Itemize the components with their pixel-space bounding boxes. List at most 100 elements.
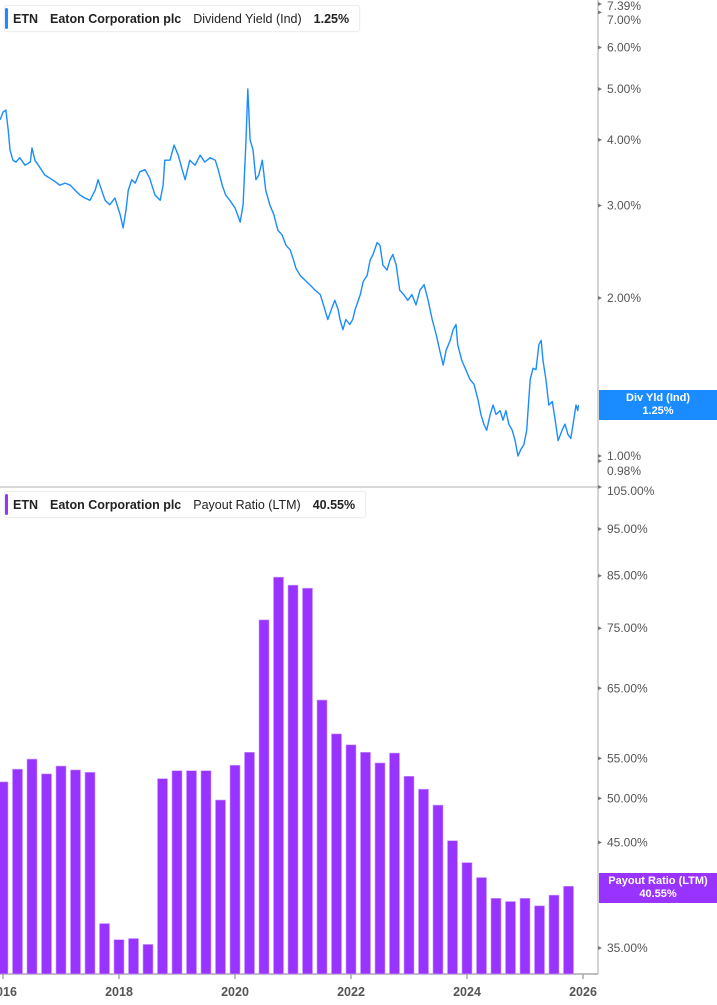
y-tick-label: 5.00% — [607, 82, 641, 96]
y-tick-mark — [598, 626, 602, 631]
payout-legend: ETN Eaton Corporation plc Payout Ratio (… — [4, 491, 367, 518]
y-tick-mark — [598, 2, 602, 6]
y-tick-label: 0.98% — [607, 464, 641, 478]
x-tick-label: 2020 — [221, 985, 249, 999]
x-tick-label: 2024 — [453, 985, 481, 999]
payout-bar — [186, 770, 197, 975]
y-tick-label: 7.00% — [607, 13, 641, 27]
legend-metric: Dividend Yield (Ind) — [193, 11, 302, 26]
y-tick-label: 4.00% — [607, 133, 641, 147]
y-tick-label: 7.39% — [607, 0, 641, 13]
y-tick-mark — [598, 10, 602, 15]
payout-bar — [534, 905, 545, 975]
legend-value: 1.25% — [313, 11, 350, 26]
y-tick-label: 95.00% — [607, 522, 648, 536]
payout-bar — [389, 752, 400, 975]
payout-bar — [70, 769, 81, 975]
legend-value: 40.55% — [312, 497, 356, 512]
y-tick-mark — [598, 840, 602, 845]
y-tick-mark — [598, 454, 602, 458]
payout-bar — [171, 770, 183, 975]
payout-bar — [418, 788, 429, 975]
x-tick-label: 2016 — [0, 985, 17, 999]
y-tick-label: 65.00% — [607, 681, 648, 695]
payout-bar — [548, 894, 560, 975]
y-tick-mark — [598, 203, 602, 208]
y-tick-mark — [598, 295, 602, 300]
payout-bar — [41, 773, 52, 975]
payout-bar — [273, 576, 284, 975]
x-tick-label: 2018 — [105, 985, 133, 999]
payout-bar — [0, 781, 9, 975]
payout-bar — [331, 733, 342, 975]
y-tick-label: 75.00% — [607, 621, 648, 635]
payout-bar — [113, 939, 125, 975]
y-tick-mark — [598, 756, 602, 761]
x-tick-label: 2022 — [337, 985, 365, 999]
payout-bar — [374, 762, 386, 975]
payout-bar — [12, 768, 23, 975]
payout-bar — [99, 923, 110, 975]
legend-company: Eaton Corporation plc — [50, 11, 182, 26]
y-tick-label: 85.00% — [607, 569, 648, 583]
payout-bar — [403, 775, 415, 975]
payout-bar — [157, 778, 168, 975]
y-tick-mark — [598, 459, 602, 463]
payout-bar — [316, 699, 328, 975]
payout-bar — [258, 619, 270, 975]
y-tick-mark — [598, 485, 602, 490]
y-tick-label: 45.00% — [607, 836, 648, 850]
y-tick-mark — [598, 137, 602, 142]
payout-bar — [519, 898, 531, 975]
y-tick-label: 2.00% — [607, 291, 641, 305]
payout-bar — [432, 804, 444, 975]
payout-bar — [84, 772, 96, 975]
yield-price-tag: Div Yld (Ind) 1.25% — [599, 390, 717, 420]
payout-bar — [476, 877, 487, 975]
y-tick-mark — [598, 527, 602, 532]
y-tick-label: 3.00% — [607, 199, 641, 213]
payout-bar — [490, 898, 502, 975]
yield-legend: ETN Eaton Corporation plc Dividend Yield… — [4, 5, 361, 32]
payout-tag-value: 40.55% — [639, 888, 677, 900]
y-tick-label: 55.00% — [607, 751, 648, 765]
y-tick-label: 1.00% — [607, 449, 641, 463]
legend-color-marker — [5, 8, 8, 29]
payout-bar — [215, 799, 226, 975]
payout-bar — [345, 744, 357, 975]
y-tick-mark — [598, 45, 602, 50]
payout-bar — [128, 938, 139, 975]
y-tick-mark — [598, 946, 602, 950]
payout-bar — [461, 862, 473, 975]
y-tick-mark — [598, 573, 602, 578]
payout-bar — [563, 885, 574, 975]
y-tick-label: 105.00% — [607, 484, 655, 498]
x-tick-label: 2026 — [569, 985, 597, 999]
payout-bar — [142, 944, 154, 975]
payout-bar — [505, 901, 516, 975]
legend-ticker: ETN — [13, 11, 38, 26]
legend-color-marker — [5, 494, 8, 515]
payout-tag-label: Payout Ratio (LTM) — [608, 875, 708, 887]
y-tick-mark — [598, 796, 602, 801]
y-tick-mark — [598, 686, 602, 691]
y-tick-label: 6.00% — [607, 40, 641, 54]
legend-metric: Payout Ratio (LTM) — [193, 497, 301, 512]
payout-bar — [287, 584, 299, 975]
payout-price-tag: Payout Ratio (LTM) 40.55% — [599, 873, 717, 903]
payout-bar — [447, 840, 458, 975]
payout-bar — [55, 765, 67, 975]
payout-bar — [229, 764, 241, 975]
y-tick-mark — [598, 87, 602, 92]
payout-bar — [302, 587, 313, 975]
legend-company: Eaton Corporation plc — [50, 497, 182, 512]
dividend-yield-line — [0, 88, 580, 457]
yield-tag-value: 1.25% — [642, 405, 674, 417]
payout-bar — [26, 758, 38, 975]
payout-bar — [360, 751, 371, 975]
yield-tag-label: Div Yld (Ind) — [626, 392, 690, 404]
payout-bar — [244, 751, 255, 975]
y-tick-label: 50.00% — [607, 791, 648, 805]
y-tick-label: 35.00% — [607, 941, 648, 955]
